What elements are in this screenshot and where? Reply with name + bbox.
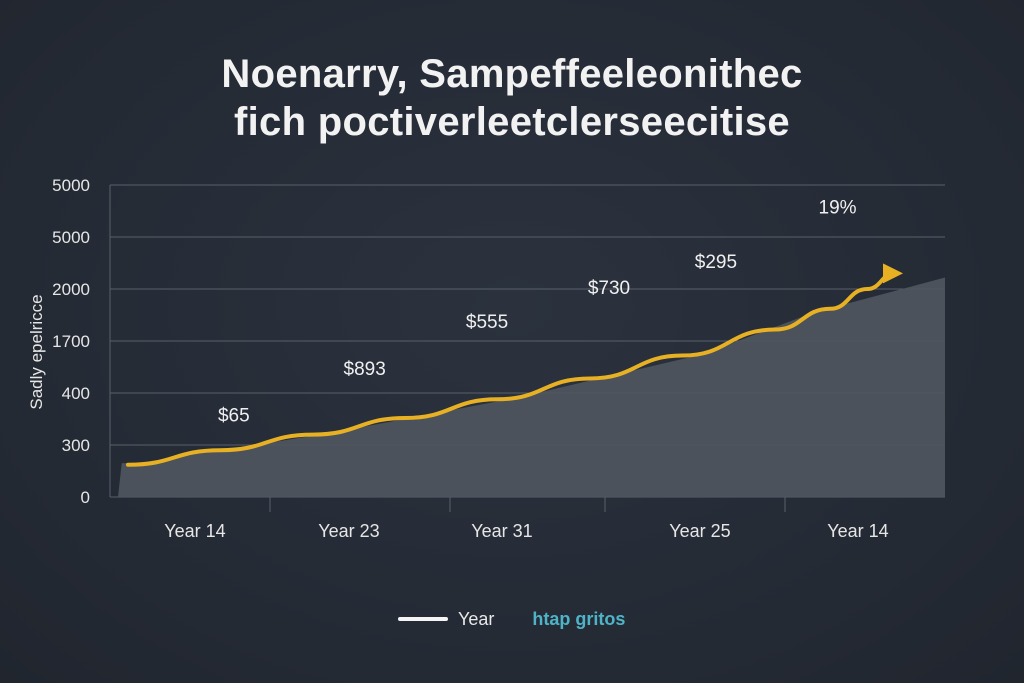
legend-line-swatch [398, 617, 448, 621]
legend-note: htap gritos [532, 608, 626, 629]
data-labels: $65 $893 $555 $730 $295 19% [218, 198, 857, 427]
x-category-label: Year 14 [827, 521, 888, 541]
data-label: $295 [695, 252, 737, 273]
area-fill-layer [118, 277, 945, 497]
x-category-label: Year 23 [318, 521, 379, 541]
chart-title-line-1: Noenarry, Sampeffeeleonithec [221, 52, 803, 96]
y-axis-ticks: 0 300 400 1700 2000 5000 5000 [52, 176, 90, 507]
y-tick-label: 5000 [52, 176, 90, 195]
y-tick-label: 5000 [52, 228, 90, 247]
data-label: 19% [819, 198, 857, 219]
x-category-label: Year 25 [669, 521, 730, 541]
data-label: $730 [588, 278, 630, 299]
series-line-year [126, 263, 903, 467]
y-tick-label: 0 [81, 488, 90, 507]
chart-title-line-2: fich poctiverleetclerseecitise [234, 100, 790, 144]
x-category-label: Year 14 [164, 521, 225, 541]
data-label: $555 [466, 312, 508, 333]
x-category-label: Year 31 [471, 521, 532, 541]
legend-series-label: Year [458, 608, 495, 629]
y-tick-label: 400 [62, 384, 90, 403]
y-tick-label: 1700 [52, 332, 90, 351]
area-fill [118, 277, 945, 497]
y-tick-label: 2000 [52, 280, 90, 299]
y-tick-label: 300 [62, 436, 90, 455]
y-axis-label: Sadly epelricce [27, 294, 46, 409]
series-line-layer [126, 263, 903, 467]
x-axis-ticks: Year 14 Year 23 Year 31 Year 25 Year 14 [164, 521, 888, 541]
data-label: $65 [218, 406, 250, 427]
data-label: $893 [344, 359, 386, 380]
legend: Year htap gritos [398, 606, 625, 632]
